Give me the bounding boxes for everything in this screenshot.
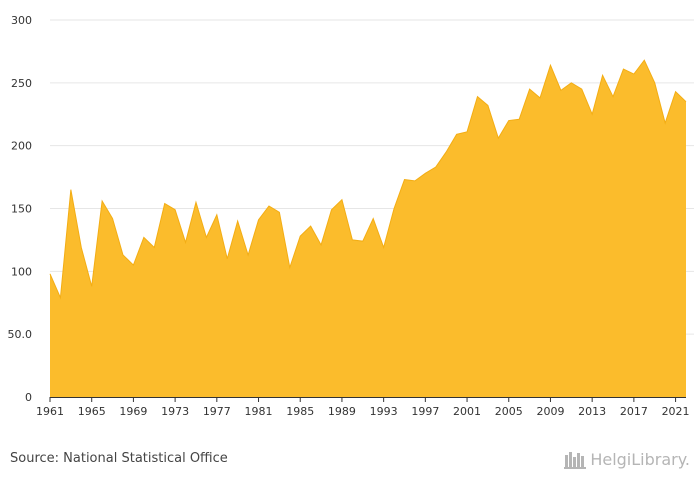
x-tick-label: 2005: [495, 405, 523, 418]
x-tick-label: 1961: [36, 405, 64, 418]
x-tick-label: 1989: [328, 405, 356, 418]
y-tick-label: 50.0: [8, 328, 33, 341]
y-tick-label: 0: [25, 391, 32, 404]
x-tick-label: 2009: [536, 405, 564, 418]
x-tick-label: 1965: [78, 405, 106, 418]
area-chart: 0 50.0 100 150 200 250 300 1961 1965 1969 1973 197…: [8, 14, 694, 418]
x-tick-label: 2021: [662, 405, 690, 418]
x-tick-label: 2001: [453, 405, 481, 418]
source-note: Source: National Statistical Office: [10, 451, 228, 466]
x-axis: 1961 1965 1969 1973 1977 1981 1985 1989 1993 1997…: [36, 397, 690, 418]
area-fill: [50, 60, 686, 398]
x-tick-label: 1981: [245, 405, 273, 418]
x-tick-label: 1969: [119, 405, 147, 418]
x-tick-label: 1997: [411, 405, 439, 418]
x-tick-label: 1973: [161, 405, 189, 418]
y-tick-label: 200: [11, 140, 32, 153]
y-tick-label: 300: [11, 14, 32, 27]
area-series: [49, 59, 687, 398]
x-tick-label: 1977: [203, 405, 231, 418]
x-tick-label: 2017: [620, 405, 648, 418]
y-tick-label: 100: [11, 265, 32, 278]
y-axis: 0 50.0 100 150 200 250 300: [8, 14, 33, 404]
y-tick-label: 250: [11, 77, 32, 90]
series-line: [49, 59, 687, 300]
x-tick-label: 1993: [370, 405, 398, 418]
x-tick-label: 2013: [578, 405, 606, 418]
x-tick-label: 1985: [286, 405, 314, 418]
bookshelf-icon: [564, 452, 587, 469]
y-tick-label: 150: [11, 203, 32, 216]
helgi-library-logo: HelgiLibrary.: [564, 447, 690, 471]
logo-text: HelgiLibrary.: [590, 449, 690, 469]
